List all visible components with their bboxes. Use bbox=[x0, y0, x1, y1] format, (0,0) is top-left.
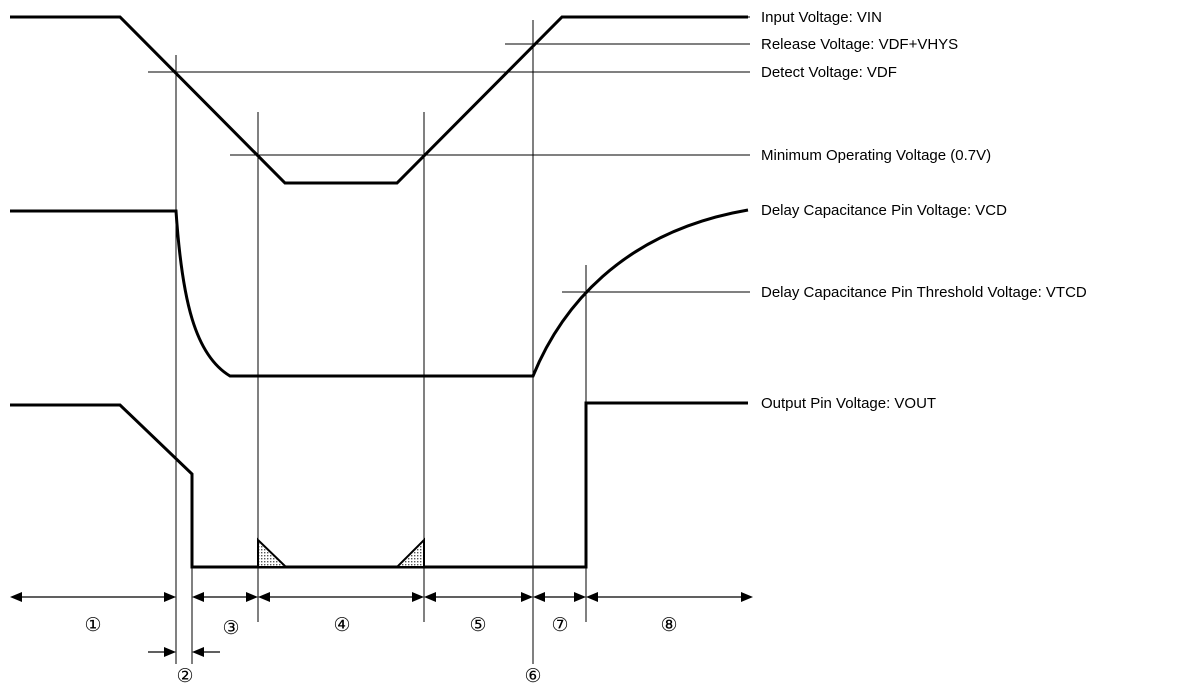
period-4-label: ④ bbox=[333, 614, 350, 636]
period-1-label: ① bbox=[84, 614, 101, 636]
period-7-label: ⑦ bbox=[551, 614, 568, 636]
period-7-arrow bbox=[533, 592, 586, 602]
release-voltage-label: Release Voltage: VDF+VHYS bbox=[761, 36, 958, 53]
period-2-arrows bbox=[148, 647, 220, 657]
min-operating-voltage-label: Minimum Operating Voltage (0.7V) bbox=[761, 147, 991, 164]
vout-label: Output Pin Voltage: VOUT bbox=[761, 395, 936, 412]
vout-waveform bbox=[10, 401, 748, 569]
period-8-label: ⑧ bbox=[660, 614, 677, 636]
vout-glitch-rise bbox=[257, 537, 289, 568]
period-3-label: ③ bbox=[222, 617, 239, 639]
vout-glitch-fall bbox=[394, 537, 425, 568]
period-3-arrow bbox=[192, 592, 258, 602]
vcd-label: Delay Capacitance Pin Voltage: VCD bbox=[761, 202, 1007, 219]
period-6-label: ⑥ bbox=[524, 665, 541, 687]
vin-label: Input Voltage: VIN bbox=[761, 9, 882, 26]
period-2-label: ② bbox=[176, 665, 193, 687]
vtcd-label: Delay Capacitance Pin Threshold Voltage:… bbox=[761, 284, 1087, 301]
period-1-arrow bbox=[10, 592, 176, 602]
period-5-label: ⑤ bbox=[469, 614, 486, 636]
period-5-arrow bbox=[424, 592, 533, 602]
period-8-arrow bbox=[586, 592, 753, 602]
vcd-waveform bbox=[10, 208, 749, 378]
detect-voltage-label: Detect Voltage: VDF bbox=[761, 64, 897, 81]
vin-waveform bbox=[10, 15, 748, 185]
period-4-arrow bbox=[258, 592, 424, 602]
